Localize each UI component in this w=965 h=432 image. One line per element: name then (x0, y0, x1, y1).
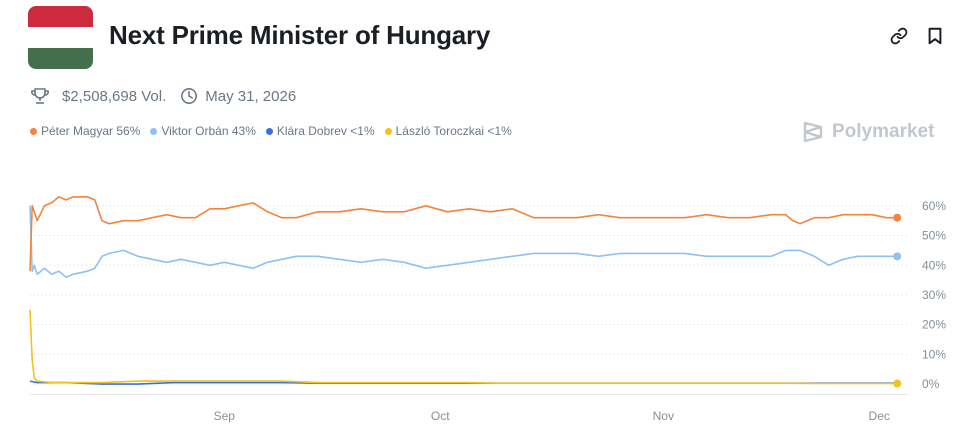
y-tick-label: 50% (922, 229, 946, 243)
legend-item-orban: Viktor Orbán 43% (150, 124, 256, 138)
legend-label: Péter Magyar 56% (41, 124, 141, 138)
y-tick-label: 40% (922, 258, 946, 272)
polymarket-logo: Polymarket (802, 120, 934, 144)
flag-stripe-white (28, 27, 93, 48)
x-tick-label: Dec (869, 409, 890, 423)
y-tick-label: 20% (922, 318, 946, 332)
legend-item-toroczkai: László Toroczkai <1% (384, 124, 512, 138)
chart-legend: Péter Magyar 56% Viktor Orbán 43% Klára … (30, 124, 522, 138)
end-date-stat: May 31, 2026 (180, 87, 296, 105)
link-icon (890, 27, 908, 45)
series-line-toroczkai (29, 309, 898, 385)
volume-value: $2,508,698 Vol. (62, 87, 167, 105)
legend-label: Klára Dobrev <1% (276, 124, 375, 138)
clock-icon (181, 88, 198, 104)
legend-dot (150, 127, 158, 135)
brand-name: Polymarket (832, 121, 935, 142)
end-date-value: May 31, 2026 (205, 87, 297, 105)
legend-label: László Toroczkai <1% (395, 124, 512, 138)
copy-link-button[interactable] (888, 25, 910, 47)
y-tick-label: 30% (922, 288, 946, 302)
y-tick-label: 60% (922, 199, 946, 213)
flag-stripe-red (28, 6, 93, 27)
series-end-dot (893, 213, 902, 222)
series-end-dot (893, 379, 902, 388)
volume-stat: $2,508,698 Vol. (30, 86, 166, 106)
series-end-dot (893, 252, 902, 261)
legend-dot (384, 127, 392, 135)
bookmark-button[interactable] (924, 25, 946, 47)
x-tick-label: Oct (431, 409, 450, 423)
bookmark-icon (928, 27, 942, 45)
page-title: Next Prime Minister of Hungary (109, 20, 491, 50)
flag-stripe-green (28, 48, 93, 69)
series-line-magyar (29, 196, 898, 272)
x-tick-label: Sep (214, 409, 236, 423)
price-history-chart: 0% 10% 20% 30% 40% 50% 60% Sep Oct Nov Dec (29, 196, 946, 423)
x-tick-label: Nov (653, 409, 674, 423)
legend-label: Viktor Orbán 43% (161, 124, 256, 138)
series-line-orbán (29, 205, 898, 278)
polymarket-logo-icon (803, 121, 823, 143)
legend-item-dobrev: Klára Dobrev <1% (265, 124, 375, 138)
hungary-flag (28, 6, 93, 69)
legend-dot (265, 127, 273, 135)
market-meta: $2,508,698 Vol. May 31, 2026 (30, 85, 296, 107)
trophy-icon (31, 88, 49, 104)
legend-item-magyar: Péter Magyar 56% (30, 124, 140, 138)
y-tick-label: 10% (922, 347, 946, 361)
y-tick-label: 0% (922, 377, 940, 391)
legend-dot (30, 127, 37, 135)
